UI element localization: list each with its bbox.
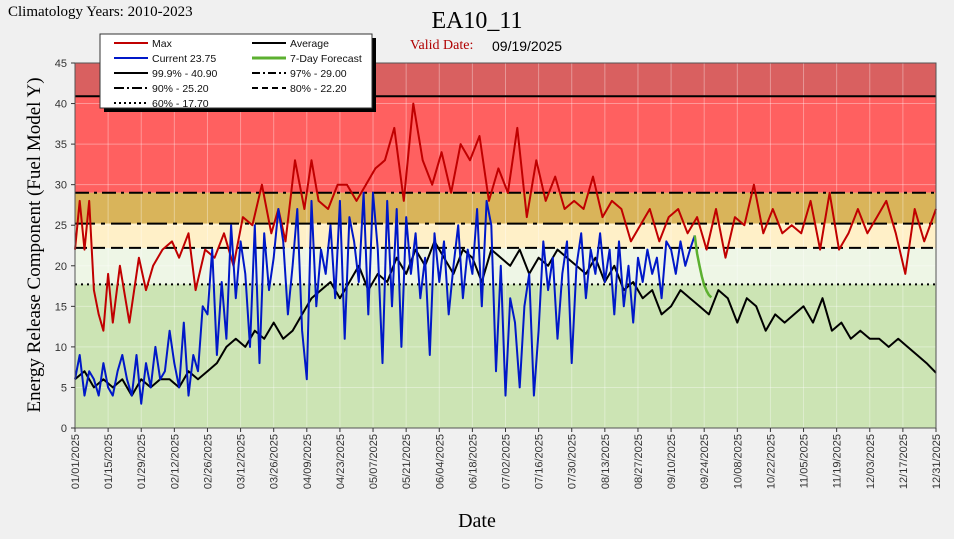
- x-tick-label: 07/16/2025: [534, 434, 546, 489]
- legend-p60-label: 60% - 17.70: [152, 98, 209, 110]
- legend-box: [99, 33, 373, 109]
- x-axis-title: Date: [458, 510, 496, 532]
- x-tick-label: 10/22/2025: [765, 434, 777, 489]
- x-tick-label: 04/09/2025: [302, 434, 314, 489]
- band-elevated: [75, 223, 936, 248]
- y-tick-label: 20: [55, 261, 67, 273]
- x-tick-label: 01/01/2025: [70, 434, 82, 489]
- legend: Max Average Current 23.75 7-Day Forecast 99.…: [99, 33, 376, 112]
- legend-p90-label: 90% - 25.20: [152, 83, 209, 95]
- valid-date-value: 09/19/2025: [492, 38, 563, 54]
- climatology-years: Climatology Years: 2010-2023: [8, 4, 193, 20]
- series-max: [74, 102, 937, 332]
- x-tick-label: 08/13/2025: [600, 434, 612, 489]
- valid-date-label: Valid Date:: [410, 38, 474, 53]
- y-tick-label: 5: [61, 382, 67, 394]
- risk-bands: [75, 63, 936, 428]
- x-tick-label: 12/31/2025: [931, 434, 943, 489]
- y-axis-title: Energy Release Component (Fuel Model Y): [24, 77, 45, 413]
- legend-p80-label: 80% - 22.20: [290, 83, 347, 95]
- x-tick-label: 01/15/2025: [103, 434, 115, 489]
- series-current: [74, 191, 696, 405]
- series-average: [74, 240, 937, 397]
- x-tick-label: 05/07/2025: [368, 434, 380, 489]
- x-tick-label: 03/26/2025: [269, 434, 281, 489]
- x-tick-label: 03/12/2025: [236, 434, 248, 489]
- y-tick-label: 25: [55, 220, 67, 232]
- x-tick-label: 06/18/2025: [467, 434, 479, 489]
- legend-forecast-label: 7-Day Forecast: [290, 53, 362, 65]
- legend-current-label: Current 23.75: [152, 53, 216, 65]
- x-tick-label: 07/30/2025: [567, 434, 579, 489]
- series-lines: [74, 102, 937, 405]
- legend-max-label: Max: [152, 38, 173, 50]
- x-tick-label: 10/08/2025: [732, 434, 744, 489]
- x-tick-label: 08/27/2025: [633, 434, 645, 489]
- x-tick-label: 07/02/2025: [501, 434, 513, 489]
- x-tick-label: 09/24/2025: [699, 434, 711, 489]
- x-tick-label: 05/21/2025: [401, 434, 413, 489]
- y-tick-label: 15: [55, 301, 67, 313]
- x-axis-ticks: 01/01/2025 01/15/2025 01/29/2025 02/12/2025…: [70, 428, 943, 489]
- series-forecast: [693, 235, 713, 299]
- y-tick-label: 40: [55, 99, 67, 111]
- x-tick-label: 11/19/2025: [832, 434, 844, 488]
- band-moderate: [75, 247, 936, 285]
- x-tick-label: 12/03/2025: [865, 434, 877, 489]
- x-tick-label: 04/23/2025: [335, 434, 347, 489]
- x-tick-label: 11/05/2025: [799, 434, 811, 488]
- y-tick-label: 0: [61, 423, 67, 435]
- x-tick-label: 06/04/2025: [434, 434, 446, 489]
- band-low: [75, 284, 936, 428]
- y-tick-label: 30: [55, 180, 67, 192]
- y-axis-ticks: 0 5 10 15 20 25 30 35 40 45: [55, 58, 75, 435]
- legend-average-label: Average: [290, 38, 329, 50]
- legend-p97-label: 97% - 29.00: [290, 68, 347, 80]
- x-tick-label: 12/17/2025: [898, 434, 910, 489]
- x-tick-label: 09/10/2025: [666, 434, 678, 489]
- y-tick-label: 45: [55, 58, 67, 70]
- band-high: [75, 192, 936, 224]
- chart-title: EA10_11: [431, 8, 523, 34]
- x-tick-label: 02/12/2025: [169, 434, 181, 489]
- band-very-high: [75, 96, 936, 193]
- legend-p999-label: 99.9% - 40.90: [152, 68, 218, 80]
- y-tick-label: 10: [55, 342, 67, 354]
- x-tick-label: 01/29/2025: [136, 434, 148, 489]
- y-tick-label: 35: [55, 139, 67, 151]
- x-tick-label: 02/26/2025: [202, 434, 214, 489]
